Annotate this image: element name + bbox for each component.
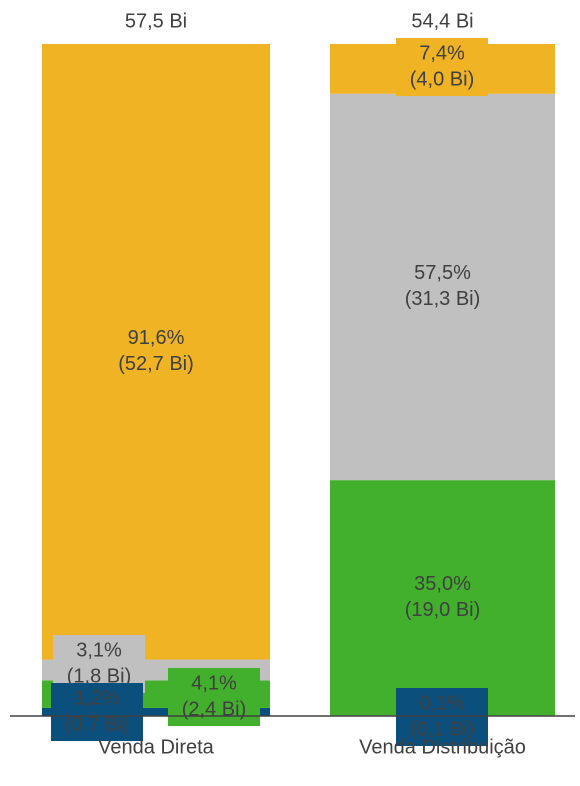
bar-segment (42, 707, 270, 716)
label-box (396, 38, 488, 96)
data-label: 3,1% (76, 639, 122, 661)
amount-label: (31,3 Bi) (405, 288, 481, 310)
data-label: 0,1% (419, 692, 465, 714)
data-label: 1,2% (74, 687, 120, 709)
total-label: 57,5 Bi (125, 10, 187, 32)
data-label: 91,6% (128, 327, 185, 349)
data-label: 7,4% (419, 42, 465, 64)
label-box (51, 683, 143, 741)
data-label: 4,1% (191, 672, 237, 694)
x-tick-label: Venda Direta (98, 736, 215, 758)
amount-label: (19,0 Bi) (405, 599, 481, 621)
total-label: 54,4 Bi (411, 10, 473, 32)
amount-label: (2,4 Bi) (182, 698, 246, 720)
bar-segment (330, 480, 555, 716)
bar-segment (42, 44, 270, 660)
bar-segment (330, 93, 555, 481)
data-label: 57,5% (414, 262, 471, 284)
x-tick-label: Venda Distribuição (359, 736, 526, 758)
amount-label: (0,1 Bi) (410, 718, 474, 740)
amount-label: (1,8 Bi) (67, 665, 131, 687)
amount-label: (0,7 Bi) (65, 713, 129, 735)
amount-label: (4,0 Bi) (410, 68, 474, 90)
data-label: 35,0% (414, 573, 471, 595)
amount-label: (52,7 Bi) (118, 353, 194, 375)
label-box (396, 688, 488, 746)
